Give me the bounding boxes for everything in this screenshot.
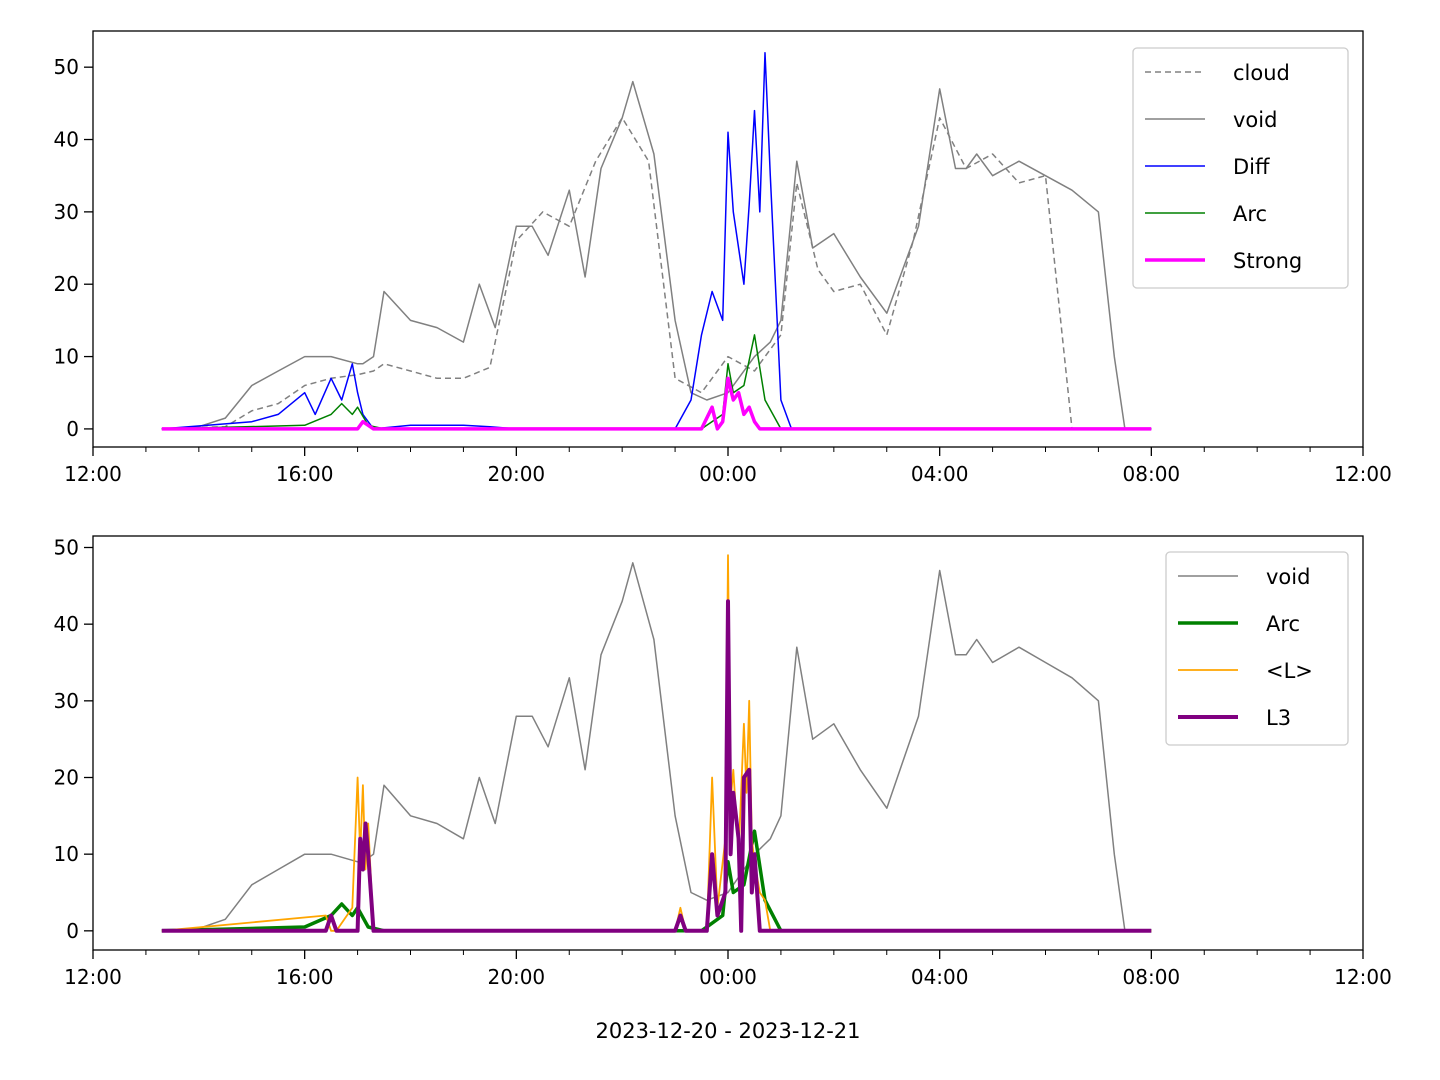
y-tick-label: 10 xyxy=(54,842,79,866)
series-line-diff xyxy=(161,51,1152,430)
y-tick-label: 20 xyxy=(54,272,79,296)
x-tick-label: 08:00 xyxy=(1123,462,1181,486)
series-line-l3 xyxy=(161,599,1152,933)
y-tick-label: 0 xyxy=(66,417,79,441)
x-tick-label: 00:00 xyxy=(699,462,757,486)
x-tick-label: 16:00 xyxy=(276,462,334,486)
legend-label-strong: Strong xyxy=(1233,249,1302,273)
legend-label-l3: L3 xyxy=(1266,706,1291,730)
legend: void Arc <L> L3 xyxy=(1165,551,1349,746)
x-tick-label: 12:00 xyxy=(64,965,122,989)
legend-label-arc: Arc xyxy=(1266,612,1300,636)
series-line-strong xyxy=(161,376,1152,431)
legend-label-diff: Diff xyxy=(1233,155,1270,179)
legend-label-l: <L> xyxy=(1266,659,1313,683)
y-tick-label: 50 xyxy=(54,55,79,79)
y-tick-label: 20 xyxy=(54,766,79,790)
y-tick-label: 10 xyxy=(54,345,79,369)
series-group xyxy=(161,554,1152,933)
x-tick-label: 12:00 xyxy=(1334,462,1392,486)
x-tick-label: 16:00 xyxy=(276,965,334,989)
bottom-panel: 12:00 16:00 20:00 00:00 04:00 08:00 12:00 0 10 20… xyxy=(54,535,1392,989)
legend-label-cloud: cloud xyxy=(1233,61,1290,85)
y-tick-label: 40 xyxy=(54,612,79,636)
y-tick-label: 30 xyxy=(54,689,79,713)
series-line-arc xyxy=(161,829,1152,933)
x-tick-label: 04:00 xyxy=(911,965,969,989)
y-tick-label: 40 xyxy=(54,128,79,152)
x-tick-label: 20:00 xyxy=(488,965,546,989)
series-line-arc xyxy=(161,334,1152,430)
series-line-void xyxy=(161,80,1152,430)
x-tick-label: 08:00 xyxy=(1123,965,1181,989)
x-tick-label: 12:00 xyxy=(64,462,122,486)
y-tick-label: 50 xyxy=(54,536,79,560)
series-line-void xyxy=(161,562,1152,932)
x-tick-label: 20:00 xyxy=(488,462,546,486)
x-tick-label: 00:00 xyxy=(699,965,757,989)
legend-frame xyxy=(1132,47,1349,289)
legend-label-void: void xyxy=(1233,108,1277,132)
x-tick-label: 04:00 xyxy=(911,462,969,486)
y-tick-label: 30 xyxy=(54,200,79,224)
y-tick-label: 0 xyxy=(66,919,79,943)
top-panel: 12:00 16:00 20:00 00:00 04:00 08:00 12:00 0 10 20… xyxy=(54,30,1392,486)
series-line-cloud xyxy=(161,117,1152,430)
x-axis-label: 2023-12-20 - 2023-12-21 xyxy=(595,1019,860,1043)
legend-label-arc: Arc xyxy=(1233,202,1267,226)
series-line-l xyxy=(161,554,1152,932)
legend-frame xyxy=(1165,551,1349,746)
legend-label-void: void xyxy=(1266,565,1310,589)
legend: cloud void Diff Arc Strong xyxy=(1132,47,1349,289)
x-tick-label: 12:00 xyxy=(1334,965,1392,989)
series-group xyxy=(161,51,1152,431)
